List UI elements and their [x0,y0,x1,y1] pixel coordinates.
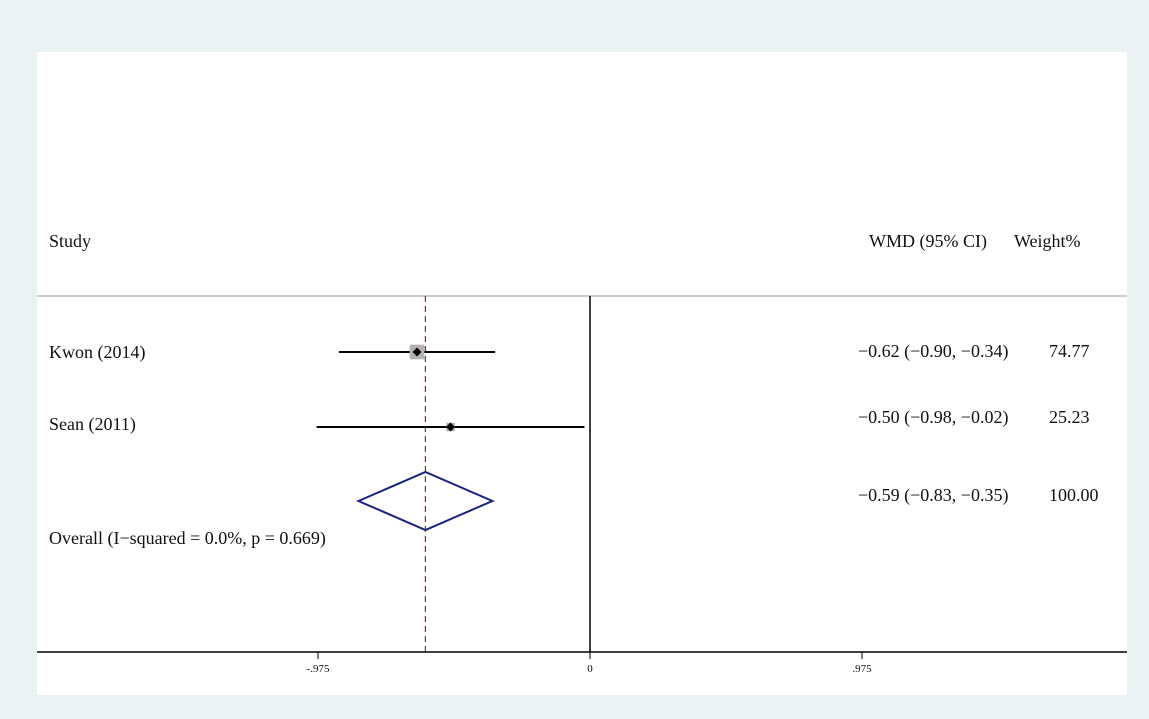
weight-header: Weight% [1014,231,1081,251]
study-effect-label: −0.50 (−0.98, −0.02) [858,407,1008,428]
x-tick-label: .975 [852,663,872,675]
study-weight-label: 74.77 [1049,341,1090,361]
overall-diamond [355,470,495,532]
forest-plot: Study WMD (95% CI) Weight% Kwon (2014) −… [9,9,1140,710]
x-tick-label: 0 [587,663,593,675]
forest-plot-svg: Study WMD (95% CI) Weight% Kwon (2014) −… [37,52,1127,695]
study-header: Study [49,231,91,251]
study-point-estimate [446,422,456,432]
study-effect-label: −0.62 (−0.90, −0.34) [858,341,1008,362]
plot-background [37,52,1127,695]
study-label: Sean (2011) [49,414,136,435]
overall-weight-label: 100.00 [1049,485,1099,505]
study-point-estimate [412,347,422,357]
effect-header: WMD (95% CI) [869,231,987,252]
x-tick-label: -.975 [307,663,330,675]
study-label: Kwon (2014) [49,342,146,363]
study-weight-label: 25.23 [1049,407,1090,427]
overall-label: Overall (I−squared = 0.0%, p = 0.669) [49,528,326,549]
x-axis-ticks: -.975 0 .975 [307,652,872,675]
overall-effect-label: −0.59 (−0.83, −0.35) [858,485,1008,506]
